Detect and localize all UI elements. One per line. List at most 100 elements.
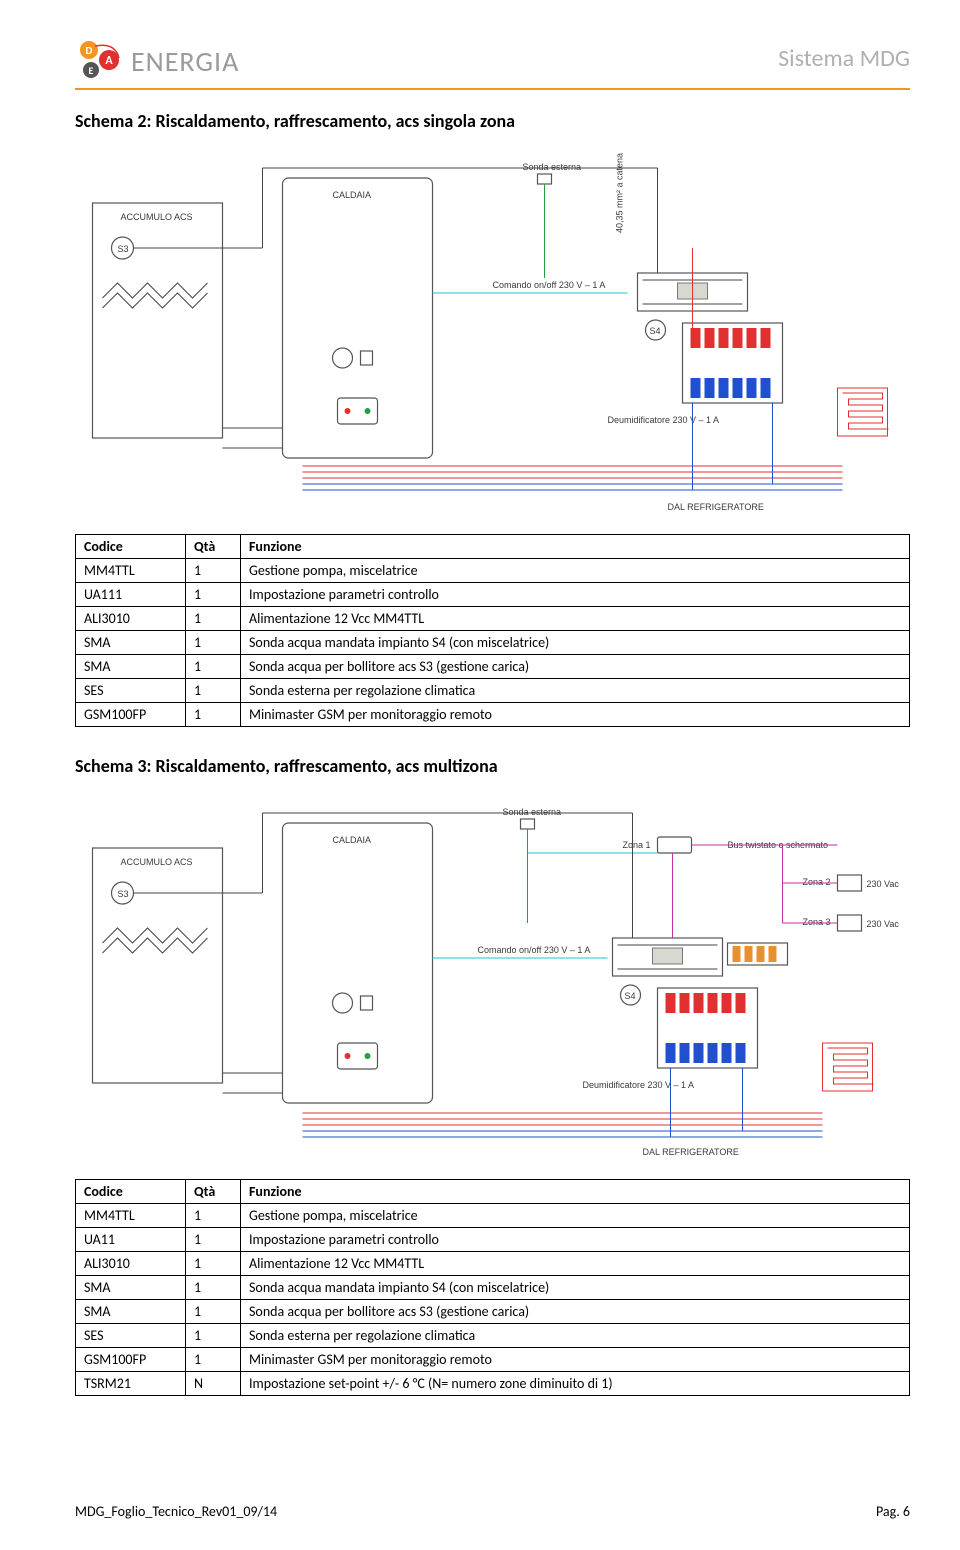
- table-cell: Sonda acqua per bollitore acs S3 (gestio…: [241, 655, 910, 679]
- table-header-row: Codice Qtà Funzione: [76, 1180, 910, 1204]
- svg-text:Sonda esterna: Sonda esterna: [503, 807, 562, 817]
- table-row: GSM100FP1Minimaster GSM per monitoraggio…: [76, 1348, 910, 1372]
- table-cell: GSM100FP: [76, 703, 186, 727]
- table-cell: 1: [186, 1228, 241, 1252]
- col-funzione: Funzione: [241, 1180, 910, 1204]
- table-cell: Minimaster GSM per monitoraggio remoto: [241, 1348, 910, 1372]
- table-cell: 1: [186, 631, 241, 655]
- svg-text:CALDAIA: CALDAIA: [333, 190, 372, 200]
- svg-text:D: D: [86, 44, 93, 57]
- table-cell: SMA: [76, 1276, 186, 1300]
- table-cell: N: [186, 1372, 241, 1396]
- table-cell: ALI3010: [76, 1252, 186, 1276]
- system-title: Sistema MDG: [778, 44, 910, 73]
- svg-text:Zona 1: Zona 1: [623, 840, 651, 850]
- page-number: Pag. 6: [876, 1503, 910, 1520]
- svg-text:CALDAIA: CALDAIA: [333, 835, 372, 845]
- doc-id: MDG_Foglio_Tecnico_Rev01_09/14: [75, 1503, 277, 1520]
- table-row: SMA1Sonda acqua per bollitore acs S3 (ge…: [76, 655, 910, 679]
- table-cell: 1: [186, 1276, 241, 1300]
- table-cell: 1: [186, 1204, 241, 1228]
- table-cell: SMA: [76, 655, 186, 679]
- schema3-diagram: ACCUMULO ACS S3 CALDAIA Sonda esterna Zo…: [75, 793, 910, 1163]
- table-cell: SMA: [76, 631, 186, 655]
- table-cell: Sonda esterna per regolazione climatica: [241, 679, 910, 703]
- table-cell: 1: [186, 1348, 241, 1372]
- table-cell: 1: [186, 1300, 241, 1324]
- table-cell: MM4TTL: [76, 1204, 186, 1228]
- svg-text:Comando on/off 230 V – 1 A: Comando on/off 230 V – 1 A: [493, 280, 606, 290]
- svg-text:Zona 2: Zona 2: [803, 877, 831, 887]
- col-codice: Codice: [76, 1180, 186, 1204]
- page-footer: MDG_Foglio_Tecnico_Rev01_09/14 Pag. 6: [75, 1503, 910, 1520]
- table-row: MM4TTL1Gestione pompa, miscelatrice: [76, 559, 910, 583]
- table-cell: 1: [186, 607, 241, 631]
- table-cell: GSM100FP: [76, 1348, 186, 1372]
- svg-text:A: A: [105, 54, 113, 68]
- svg-text:230 Vac: 230 Vac: [867, 919, 900, 929]
- svg-text:ACCUMULO ACS: ACCUMULO ACS: [121, 857, 193, 867]
- table-row: SES1Sonda esterna per regolazione climat…: [76, 1324, 910, 1348]
- table-cell: 1: [186, 679, 241, 703]
- table-row: GSM100FP1Minimaster GSM per monitoraggio…: [76, 703, 910, 727]
- table-cell: 1: [186, 703, 241, 727]
- col-codice: Codice: [76, 535, 186, 559]
- section2-title: Schema 3: Riscaldamento, raffrescamento,…: [75, 755, 910, 777]
- svg-text:S4: S4: [625, 991, 636, 1001]
- table-cell: 1: [186, 559, 241, 583]
- svg-text:ACCUMULO ACS: ACCUMULO ACS: [121, 212, 193, 222]
- table-cell: Impostazione set-point +/- 6 °C (N= nume…: [241, 1372, 910, 1396]
- table-row: ALI30101Alimentazione 12 Vcc MM4TTL: [76, 1252, 910, 1276]
- table-cell: Alimentazione 12 Vcc MM4TTL: [241, 1252, 910, 1276]
- table-row: UA1111Impostazione parametri controllo: [76, 583, 910, 607]
- table-row: SES1Sonda esterna per regolazione climat…: [76, 679, 910, 703]
- svg-text:Deumidificatore 230 V – 1 A: Deumidificatore 230 V – 1 A: [608, 415, 720, 425]
- svg-text:DAL REFRIGERATORE: DAL REFRIGERATORE: [643, 1147, 739, 1157]
- table-cell: Alimentazione 12 Vcc MM4TTL: [241, 607, 910, 631]
- table-cell: Gestione pompa, miscelatrice: [241, 559, 910, 583]
- table-cell: Impostazione parametri controllo: [241, 1228, 910, 1252]
- table-cell: UA111: [76, 583, 186, 607]
- section1-title: Schema 2: Riscaldamento, raffrescamento,…: [75, 110, 910, 132]
- schema2-diagram: ACCUMULO ACS S3 CALDAIA Sonda esterna 40…: [75, 148, 910, 518]
- logo-block: D A E ENERGIA: [75, 40, 239, 82]
- table-cell: SES: [76, 1324, 186, 1348]
- svg-text:DAL REFRIGERATORE: DAL REFRIGERATORE: [668, 502, 764, 512]
- table-cell: Sonda acqua mandata impianto S4 (con mis…: [241, 631, 910, 655]
- table-row: TSRM21NImpostazione set-point +/- 6 °C (…: [76, 1372, 910, 1396]
- col-qta: Qtà: [186, 1180, 241, 1204]
- brand-name: ENERGIA: [131, 44, 239, 79]
- table-cell: UA11: [76, 1228, 186, 1252]
- svg-text:40,35 mm² a catena: 40,35 mm² a catena: [615, 153, 625, 233]
- table-row: MM4TTL1Gestione pompa, miscelatrice: [76, 1204, 910, 1228]
- table-cell: Impostazione parametri controllo: [241, 583, 910, 607]
- table-cell: 1: [186, 1252, 241, 1276]
- table-cell: ALI3010: [76, 607, 186, 631]
- table-row: SMA1Sonda acqua mandata impianto S4 (con…: [76, 1276, 910, 1300]
- table-cell: 1: [186, 1324, 241, 1348]
- table-cell: TSRM21: [76, 1372, 186, 1396]
- svg-text:S3: S3: [118, 889, 129, 899]
- svg-text:Deumidificatore 230 V – 1 A: Deumidificatore 230 V – 1 A: [583, 1080, 695, 1090]
- logo-icon: D A E: [75, 40, 123, 82]
- table-cell: Sonda acqua per bollitore acs S3 (gestio…: [241, 1300, 910, 1324]
- table-cell: Sonda esterna per regolazione climatica: [241, 1324, 910, 1348]
- table-cell: Gestione pompa, miscelatrice: [241, 1204, 910, 1228]
- svg-text:S3: S3: [118, 244, 129, 254]
- svg-text:E: E: [89, 64, 94, 77]
- table-cell: SES: [76, 679, 186, 703]
- svg-text:Sonda esterna: Sonda esterna: [523, 162, 582, 172]
- svg-text:S4: S4: [650, 326, 661, 336]
- table-header-row: Codice Qtà Funzione: [76, 535, 910, 559]
- table-cell: MM4TTL: [76, 559, 186, 583]
- svg-text:Zona 3: Zona 3: [803, 917, 831, 927]
- table-cell: 1: [186, 655, 241, 679]
- section2-table: Codice Qtà Funzione MM4TTL1Gestione pomp…: [75, 1179, 910, 1396]
- table-cell: Minimaster GSM per monitoraggio remoto: [241, 703, 910, 727]
- svg-text:230 Vac: 230 Vac: [867, 879, 900, 889]
- col-qta: Qtà: [186, 535, 241, 559]
- page-header: D A E ENERGIA Sistema MDG: [75, 40, 910, 90]
- table-row: ALI30101Alimentazione 12 Vcc MM4TTL: [76, 607, 910, 631]
- table-row: SMA1Sonda acqua mandata impianto S4 (con…: [76, 631, 910, 655]
- table-row: UA111Impostazione parametri controllo: [76, 1228, 910, 1252]
